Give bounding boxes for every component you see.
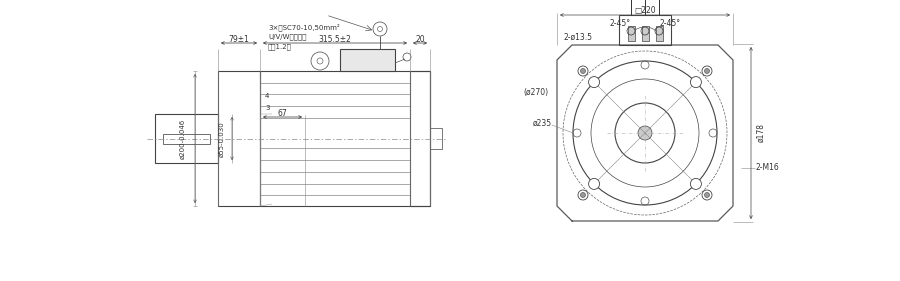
- Bar: [410, 71, 430, 206]
- Bar: [260, 71, 430, 206]
- Circle shape: [589, 178, 599, 189]
- Text: 20: 20: [415, 35, 425, 44]
- Text: ø178: ø178: [757, 124, 766, 142]
- Bar: [340, 49, 395, 71]
- Bar: [655, 26, 662, 41]
- Circle shape: [690, 77, 701, 88]
- Bar: [430, 128, 442, 149]
- Text: ø235: ø235: [533, 119, 552, 128]
- Circle shape: [589, 77, 599, 88]
- Bar: [218, 71, 260, 206]
- Text: 315.5±2: 315.5±2: [319, 35, 351, 44]
- Text: 3: 3: [265, 105, 269, 111]
- Bar: [163, 134, 210, 144]
- Text: 2-M16: 2-M16: [755, 164, 778, 173]
- Circle shape: [580, 69, 586, 74]
- Circle shape: [690, 178, 701, 189]
- Bar: [642, 26, 649, 41]
- Text: (ø270): (ø270): [524, 89, 549, 98]
- Bar: [627, 26, 634, 41]
- Bar: [155, 114, 218, 163]
- Circle shape: [705, 192, 709, 198]
- Text: 2-45°: 2-45°: [660, 19, 680, 28]
- Circle shape: [580, 192, 586, 198]
- Text: ø200-0.046: ø200-0.046: [180, 119, 186, 159]
- Circle shape: [638, 126, 652, 140]
- Bar: [619, 15, 671, 45]
- Text: 3×，SC70-10,50mm²
U/V/W标识套管
线长1.2米: 3×，SC70-10,50mm² U/V/W标识套管 线长1.2米: [268, 23, 340, 50]
- Text: 79±1: 79±1: [229, 35, 249, 44]
- Text: □220: □220: [634, 6, 656, 15]
- Text: ø55-0.030: ø55-0.030: [219, 121, 225, 157]
- Circle shape: [705, 69, 709, 74]
- Text: 2-45°: 2-45°: [609, 19, 631, 28]
- Text: 4: 4: [265, 93, 269, 99]
- Text: 2-ø13.5: 2-ø13.5: [564, 33, 593, 42]
- Text: 67: 67: [277, 108, 287, 117]
